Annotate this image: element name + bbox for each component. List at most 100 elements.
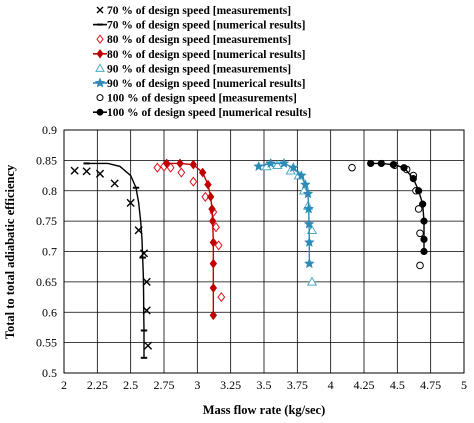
data-point [95, 169, 105, 178]
data-point [367, 159, 375, 168]
x-tick-label: 4.25 [354, 378, 375, 392]
data-point [201, 191, 210, 202]
x-tick-label: 3.5 [257, 378, 272, 392]
data-point [189, 159, 198, 170]
series-3 [153, 161, 226, 303]
data-point [302, 188, 314, 199]
data-point [253, 160, 265, 172]
data-point [416, 261, 424, 270]
data-point [420, 247, 428, 256]
legend: 70 % of design speed [measurements] 70 % … [93, 5, 311, 119]
series-6 [253, 157, 315, 269]
legend-label: 100 % of design speed [numerical results… [107, 107, 311, 119]
y-tick-label: 0.65 [36, 275, 57, 289]
data-point [143, 341, 153, 350]
legend-marker [96, 94, 104, 102]
data-point [126, 198, 135, 207]
legend-entry: 80 % of design speed [measurements] [96, 34, 291, 46]
legend-marker [96, 108, 104, 116]
data-point [217, 291, 226, 303]
data-point [303, 203, 315, 214]
data-point [70, 166, 79, 175]
data-point [389, 161, 397, 169]
legend-entry: 90 % of design speed [numerical results] [93, 77, 305, 90]
x-tick-label: 5 [461, 378, 467, 392]
data-point [177, 167, 186, 178]
y-tick-labels: 0.5 0.55 0.6 0.65 0.7 0.75 0.8 0.85 0.9 [36, 123, 57, 380]
data-point [209, 237, 218, 248]
data-point [153, 162, 162, 173]
y-tick-label: 0.85 [36, 153, 57, 167]
x-axis-title: Mass flow rate (kg/sec) [203, 403, 326, 417]
y-tick-label: 0.6 [42, 305, 57, 319]
data-point [414, 205, 423, 213]
data-point [189, 176, 198, 187]
data-point [206, 191, 215, 202]
x-tick-label: 4.75 [420, 378, 441, 392]
data-point [208, 204, 216, 214]
series-4 [162, 158, 218, 321]
data-point [204, 179, 212, 190]
x-tick-label: 2.75 [154, 378, 175, 392]
data-point [162, 158, 171, 169]
data-point [212, 222, 220, 233]
legend-label: 70 % of design speed [numerical results] [107, 20, 305, 32]
x-tick-label: 2 [61, 378, 67, 392]
x-tick-labels: 2 2.25 2.5 2.75 3 3.25 3.5 3.75 4 4.25 4.5 4.75 5 [61, 378, 467, 392]
x-tick-label: 4 [328, 378, 334, 392]
data-point [265, 157, 277, 168]
data-point [306, 276, 318, 286]
data-point [110, 179, 119, 188]
data-point [287, 162, 299, 173]
data-point [377, 159, 385, 168]
legend-marker [96, 49, 104, 59]
data-point [82, 167, 91, 176]
legend-label: 70 % of design speed [measurements] [107, 5, 291, 17]
y-tick-label: 0.55 [36, 336, 57, 350]
y-tick-label: 0.5 [42, 366, 57, 380]
data-point [272, 159, 283, 170]
x-tick-label: 3.75 [287, 378, 308, 392]
legend-entry: 80 % of design speed [numerical results] [93, 49, 305, 61]
data-point [416, 229, 424, 238]
data-point [348, 163, 356, 172]
data-point [209, 258, 218, 269]
y-tick-label: 0.75 [36, 214, 57, 228]
series-line [370, 162, 425, 252]
data-point [198, 167, 207, 178]
data-point [166, 162, 175, 173]
x-tick-label: 3.25 [220, 378, 241, 392]
legend-label: 90 % of design speed [numerical results] [107, 78, 305, 90]
legend-entry: 70 % of design speed [numerical results] [93, 20, 305, 32]
y-tick-label: 0.8 [42, 184, 57, 198]
data-point [419, 200, 427, 208]
x-tick-label: 2.25 [87, 378, 108, 392]
data-point [400, 164, 408, 172]
data-point [420, 217, 428, 225]
legend-entry: 100 % of design speed [numerical results… [93, 107, 311, 119]
legend-label: 90 % of design speed [measurements] [107, 63, 291, 75]
y-axis-title: Total to total adiabatic efficiency [3, 164, 17, 339]
x-tick-label: 4.5 [390, 378, 405, 392]
legend-entry: 100 % of design speed [measurements] [96, 93, 297, 105]
y-tick-label: 0.7 [42, 245, 57, 259]
series-2 [83, 162, 148, 359]
y-tick-label: 0.9 [42, 123, 57, 137]
legend-label: 80 % of design speed [measurements] [107, 34, 291, 46]
data-point [299, 179, 311, 190]
legend-marker [96, 6, 104, 14]
data-point [142, 277, 151, 286]
legend-entry: 90 % of design speed [measurements] [95, 63, 291, 75]
data-point [409, 175, 417, 183]
legend-marker [95, 63, 105, 72]
data-point [295, 169, 307, 181]
series-line [86, 162, 145, 358]
data-point [303, 257, 315, 269]
data-point [176, 158, 184, 169]
data-point [209, 310, 218, 321]
x-tick-label: 3 [194, 378, 200, 392]
data-point [303, 218, 315, 229]
data-point [208, 216, 217, 226]
data-point [214, 240, 223, 251]
